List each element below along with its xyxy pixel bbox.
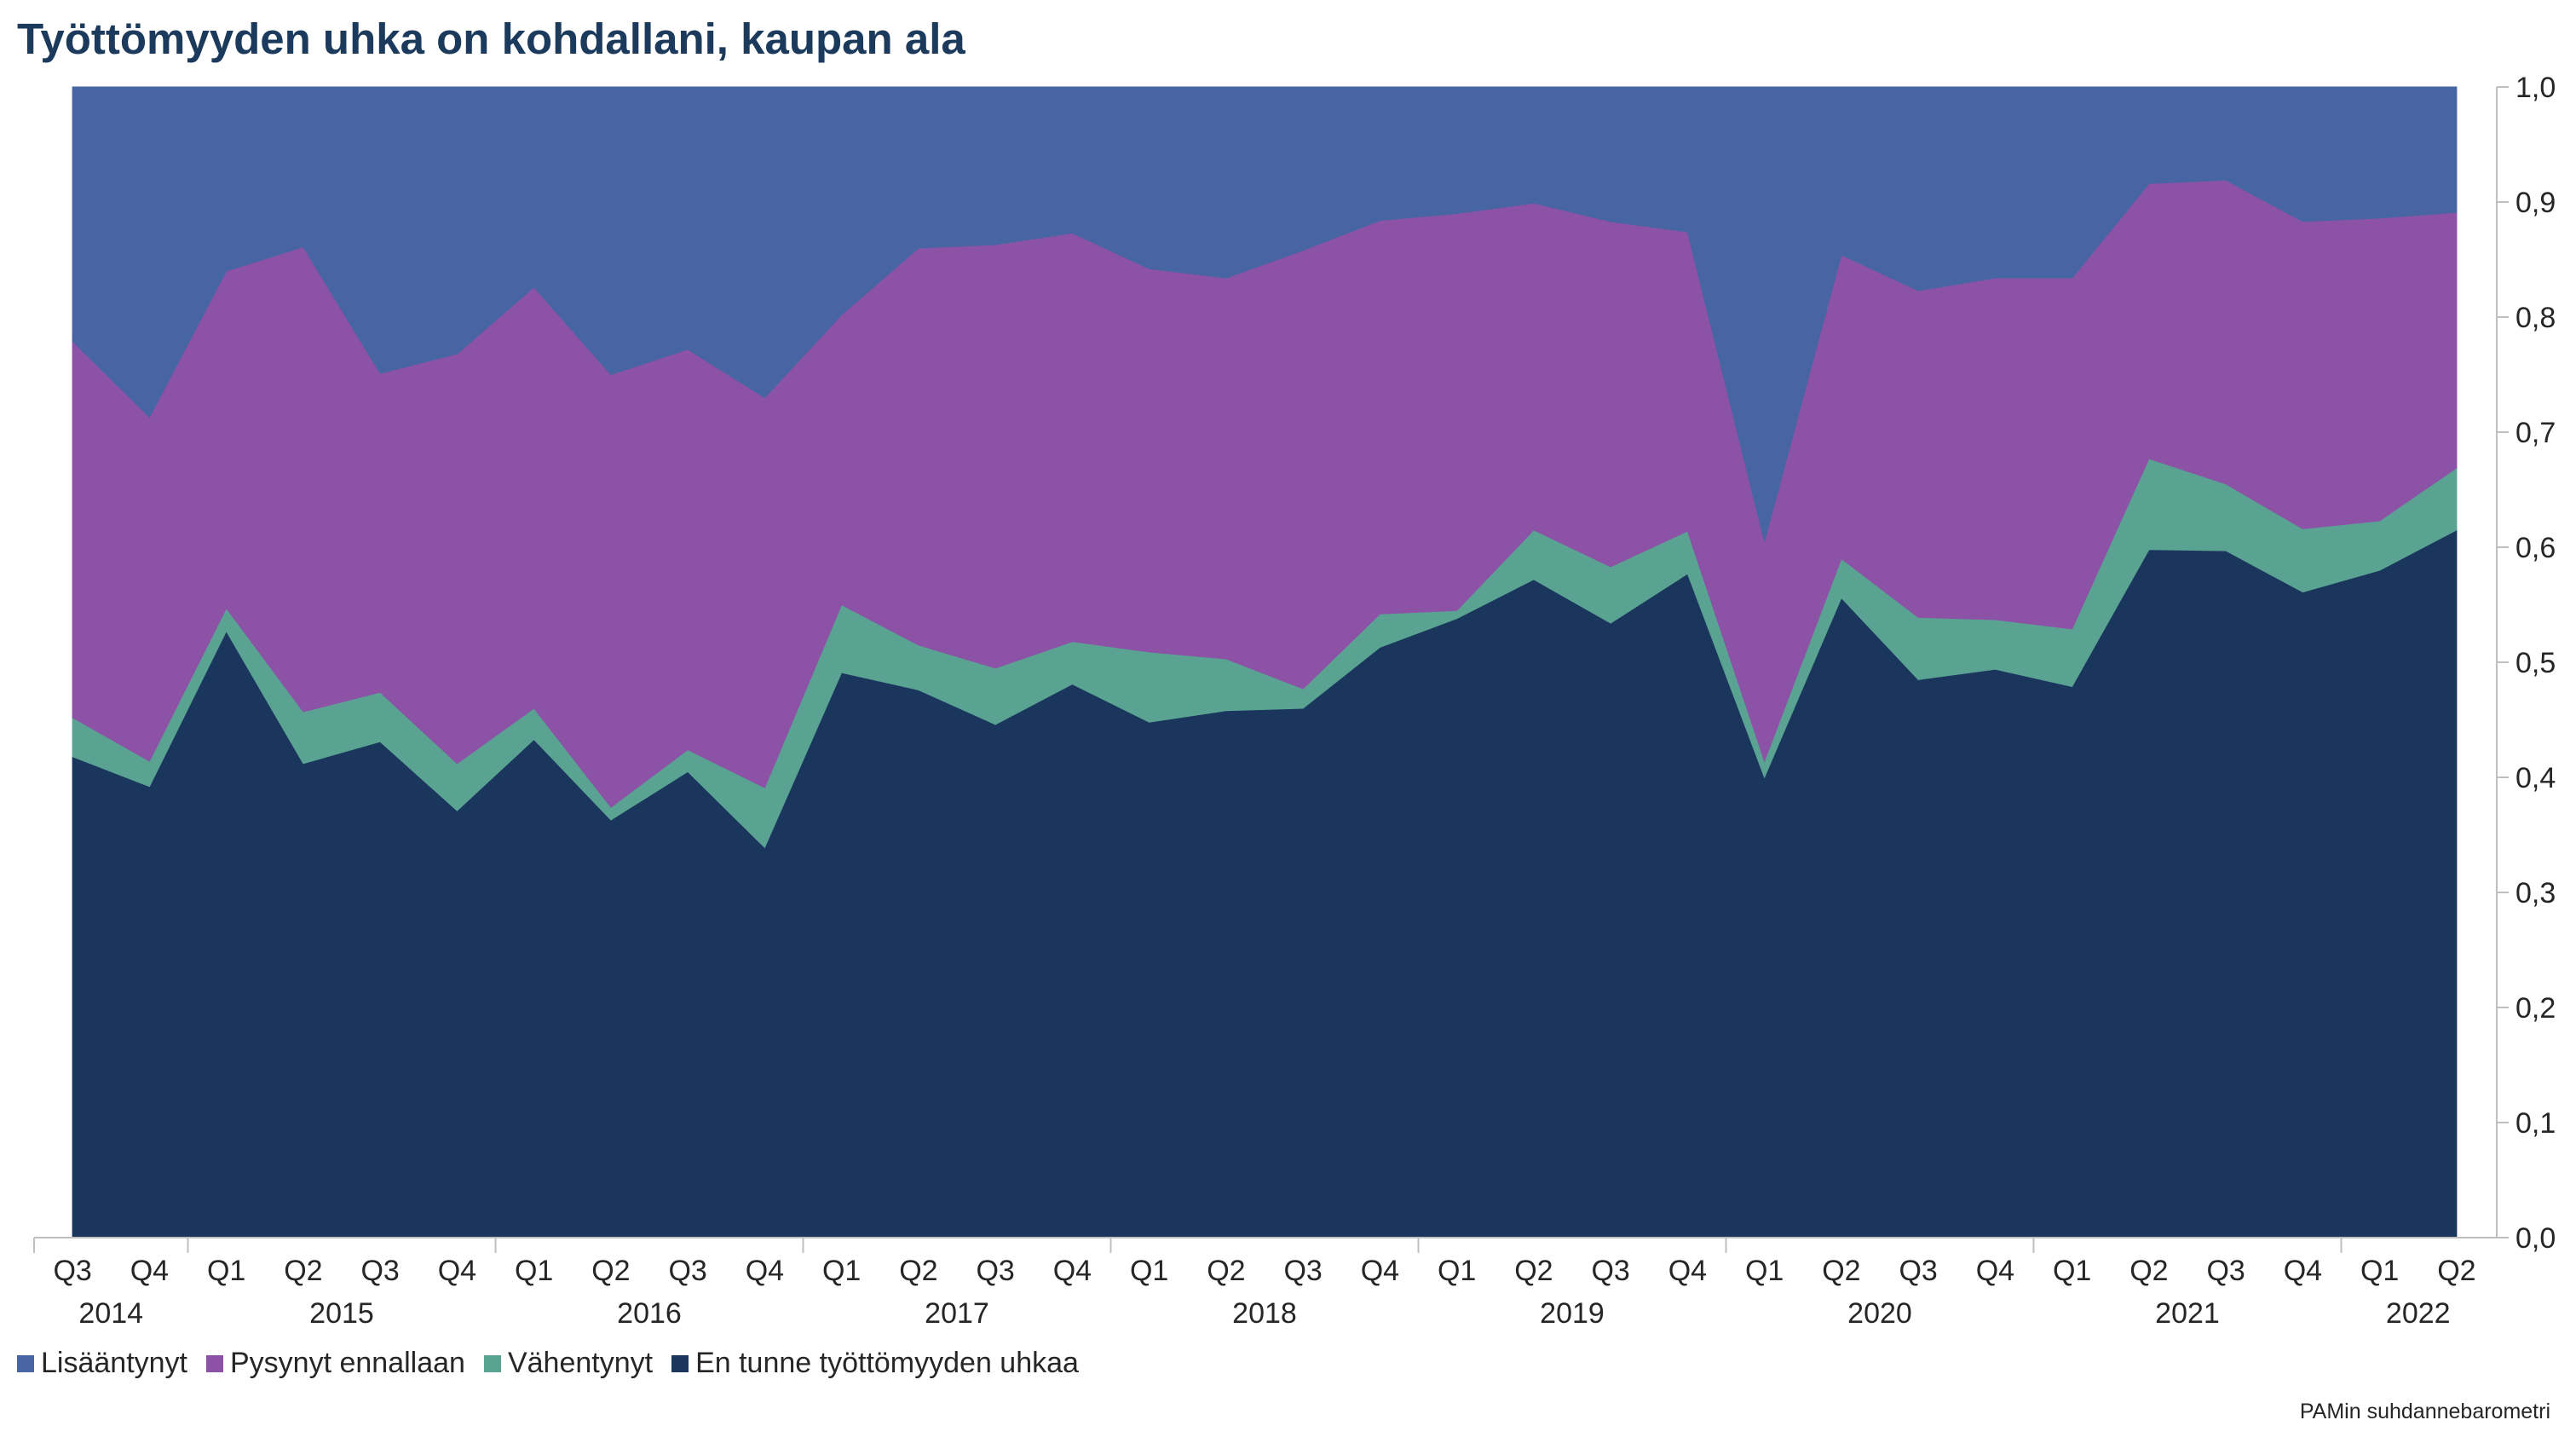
x-tick-label-3: Q2 xyxy=(284,1255,322,1287)
area-series-3 xyxy=(72,86,2458,544)
y-tick-label-10: 1,0 xyxy=(2515,72,2556,104)
x-tick-label-16: Q3 xyxy=(1283,1255,1322,1287)
x-tick-label-8: Q3 xyxy=(668,1255,706,1287)
y-tick-label-5: 0,5 xyxy=(2515,647,2556,679)
series-areas xyxy=(72,86,2458,1238)
x-tick-label-10: Q1 xyxy=(822,1255,861,1287)
legend-swatch xyxy=(671,1354,689,1372)
chart-title: Työttömyyden uhka on kohdallani, kaupan … xyxy=(17,14,965,63)
y-tick-label-3: 0,3 xyxy=(2515,877,2556,909)
x-tick-label-29: Q4 xyxy=(2284,1255,2322,1287)
x-tick-label-5: Q4 xyxy=(438,1255,476,1287)
y-tick-label-2: 0,2 xyxy=(2515,992,2556,1025)
x-year-label-3: 2017 xyxy=(925,1297,989,1330)
legend-label: En tunne työttömyyden uhkaa xyxy=(695,1347,1079,1379)
legend-item-0: Lisääntynyt xyxy=(17,1347,187,1380)
x-tick-label-25: Q4 xyxy=(1976,1255,2014,1287)
x-tick-label-1: Q4 xyxy=(130,1255,169,1287)
legend-item-2: Vähentynyt xyxy=(483,1347,654,1380)
x-tick-label-15: Q2 xyxy=(1207,1255,1245,1287)
x-tick-label-31: Q2 xyxy=(2437,1255,2475,1287)
legend-swatch xyxy=(17,1354,34,1372)
x-tick-label-12: Q3 xyxy=(976,1255,1014,1287)
y-tick-label-7: 0,7 xyxy=(2515,417,2556,449)
legend: Lisääntynyt Pysynyt ennallaan Vähentynyt En… xyxy=(17,1347,1098,1380)
legend-swatch xyxy=(206,1354,223,1372)
x-year-label-6: 2020 xyxy=(1847,1297,1912,1330)
x-year-label-2: 2016 xyxy=(617,1297,682,1330)
x-tick-label-14: Q1 xyxy=(1130,1255,1168,1287)
x-tick-label-28: Q3 xyxy=(2206,1255,2245,1287)
x-tick-label-18: Q1 xyxy=(1438,1255,1476,1287)
x-tick-label-13: Q4 xyxy=(1053,1255,1092,1287)
x-tick-label-6: Q1 xyxy=(515,1255,553,1287)
legend-item-3: En tunne työttömyyden uhkaa xyxy=(671,1347,1079,1380)
x-tick-label-2: Q1 xyxy=(207,1255,245,1287)
x-tick-label-30: Q1 xyxy=(2360,1255,2399,1287)
x-tick-label-9: Q4 xyxy=(746,1255,784,1287)
x-tick-label-4: Q3 xyxy=(360,1255,399,1287)
legend-label: Lisääntynyt xyxy=(41,1347,187,1379)
y-tick-label-9: 0,9 xyxy=(2515,187,2556,219)
x-year-label-5: 2019 xyxy=(1540,1297,1605,1330)
x-year-label-1: 2015 xyxy=(309,1297,374,1330)
source-note: PAMin suhdannebarometri xyxy=(2299,1400,2550,1423)
x-year-label-8: 2022 xyxy=(2386,1297,2451,1330)
legend-swatch xyxy=(483,1354,501,1372)
x-year-label-7: 2021 xyxy=(2155,1297,2220,1330)
x-year-label-0: 2014 xyxy=(78,1297,143,1330)
legend-label: Pysynyt ennallaan xyxy=(230,1347,465,1379)
x-tick-label-24: Q3 xyxy=(1899,1255,1937,1287)
x-tick-label-26: Q1 xyxy=(2053,1255,2091,1287)
y-tick-label-4: 0,4 xyxy=(2515,762,2556,794)
legend-item-1: Pysynyt ennallaan xyxy=(206,1347,465,1380)
y-tick-label-0: 0,0 xyxy=(2515,1222,2556,1255)
y-tick-label-6: 0,6 xyxy=(2515,532,2556,564)
x-tick-label-20: Q3 xyxy=(1591,1255,1629,1287)
legend-label: Vähentynyt xyxy=(507,1347,654,1379)
x-tick-label-11: Q2 xyxy=(899,1255,937,1287)
chart-axes xyxy=(33,86,2509,1253)
y-tick-label-1: 0,1 xyxy=(2515,1107,2556,1140)
y-tick-label-8: 0,8 xyxy=(2515,302,2556,334)
x-tick-label-21: Q4 xyxy=(1668,1255,1707,1287)
x-year-label-4: 2018 xyxy=(1232,1297,1297,1330)
x-tick-label-27: Q2 xyxy=(2129,1255,2168,1287)
chart-labels: 0,0 0,1 0,2 0,3 0,4 0,5 0,6 0,7 0,8 0,9 1,0 Q3 Q4 Q1 Q… xyxy=(53,72,2556,1330)
x-tick-label-19: Q2 xyxy=(1514,1255,1553,1287)
x-tick-label-0: Q3 xyxy=(53,1255,91,1287)
x-tick-label-23: Q2 xyxy=(1822,1255,1860,1287)
x-tick-label-22: Q1 xyxy=(1745,1255,1784,1287)
x-tick-label-17: Q4 xyxy=(1361,1255,1399,1287)
x-tick-label-7: Q2 xyxy=(591,1255,630,1287)
